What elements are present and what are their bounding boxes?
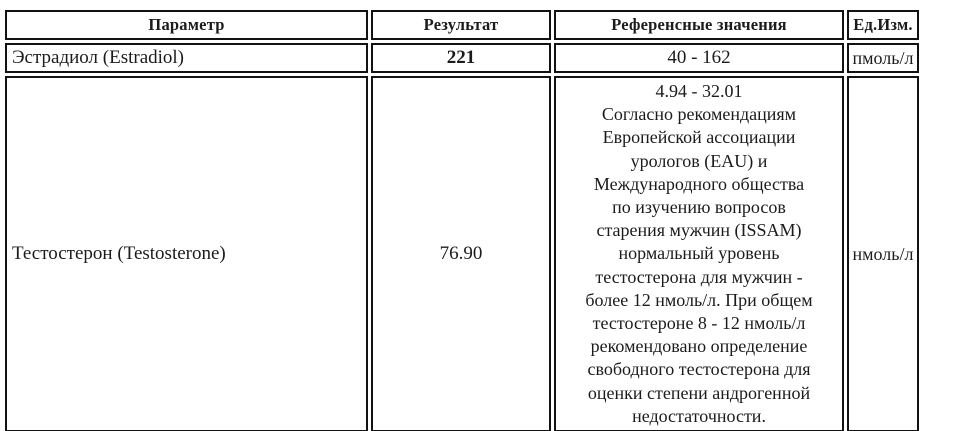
parameter-cell: Тестостерон (Testosterone)	[5, 76, 368, 431]
result-cell: 76.90	[371, 76, 551, 431]
unit-cell: нмоль/л	[847, 76, 919, 431]
result-cell: 221	[371, 43, 551, 73]
header-row: Параметр Результат Референсные значения …	[5, 10, 919, 40]
col-header-result: Результат	[371, 10, 551, 40]
col-header-unit: Ед.Изм.	[847, 10, 919, 40]
lab-results-table: Параметр Результат Референсные значения …	[2, 7, 922, 431]
reference-cell: 4.94 - 32.01 Согласно рекомендациям Евро…	[554, 76, 844, 431]
table-row-testosterone: Тестостерон (Testosterone) 76.90 4.94 - …	[5, 76, 919, 431]
col-header-reference: Референсные значения	[554, 10, 844, 40]
parameter-cell: Эстрадиол (Estradiol)	[5, 43, 368, 73]
unit-cell: пмоль/л	[847, 43, 919, 73]
reference-cell: 40 - 162	[554, 43, 844, 73]
table-row-estradiol: Эстрадиол (Estradiol) 221 40 - 162 пмоль…	[5, 43, 919, 73]
col-header-parameter: Параметр	[5, 10, 368, 40]
